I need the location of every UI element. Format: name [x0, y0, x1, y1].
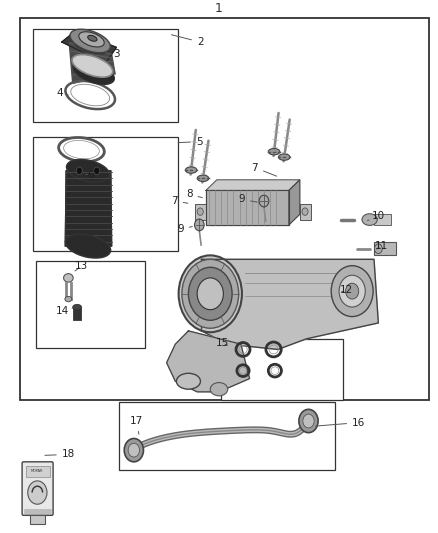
Bar [221, 339, 343, 400]
Circle shape [299, 409, 318, 433]
Polygon shape [201, 260, 378, 350]
Circle shape [197, 208, 203, 215]
Bar [35, 261, 145, 349]
Circle shape [128, 443, 140, 457]
Text: 13: 13 [75, 261, 88, 271]
Ellipse shape [72, 54, 113, 77]
Ellipse shape [197, 278, 223, 310]
Text: 3: 3 [106, 49, 120, 59]
Ellipse shape [210, 383, 228, 396]
Circle shape [303, 414, 314, 428]
Text: 9: 9 [238, 195, 257, 205]
Ellipse shape [73, 304, 81, 310]
Bar [374, 214, 392, 225]
Ellipse shape [73, 61, 114, 85]
Polygon shape [166, 331, 250, 392]
Ellipse shape [185, 167, 197, 173]
Text: 5: 5 [178, 136, 203, 147]
Polygon shape [289, 180, 300, 225]
Bar [20, 18, 428, 400]
Polygon shape [62, 31, 117, 63]
Ellipse shape [64, 273, 73, 282]
Circle shape [194, 219, 204, 231]
Bar [195, 204, 206, 220]
Polygon shape [206, 190, 289, 225]
Circle shape [346, 283, 359, 299]
Ellipse shape [279, 154, 290, 160]
Ellipse shape [374, 244, 382, 254]
Polygon shape [206, 180, 300, 190]
Text: 9: 9 [177, 224, 192, 234]
Ellipse shape [177, 373, 201, 389]
Text: 12: 12 [340, 285, 353, 295]
Circle shape [94, 167, 100, 174]
Bar [73, 307, 81, 320]
Text: 14: 14 [56, 306, 73, 316]
Polygon shape [65, 171, 112, 246]
Bar [119, 402, 335, 470]
Bar [33, 29, 177, 122]
Bar [33, 138, 177, 252]
Circle shape [28, 481, 47, 504]
Text: 1: 1 [215, 2, 223, 15]
Text: 6: 6 [86, 169, 93, 180]
Ellipse shape [70, 30, 110, 54]
Ellipse shape [188, 267, 232, 320]
Text: 7: 7 [171, 196, 188, 206]
Ellipse shape [268, 149, 280, 155]
Text: 18: 18 [45, 449, 75, 459]
Bar [30, 515, 45, 524]
Text: 17: 17 [129, 416, 143, 434]
Text: 2: 2 [172, 35, 204, 47]
Text: 15: 15 [216, 338, 229, 348]
Ellipse shape [65, 234, 111, 258]
Ellipse shape [65, 296, 72, 302]
Polygon shape [23, 463, 52, 514]
Ellipse shape [88, 35, 97, 41]
Circle shape [302, 208, 308, 215]
Ellipse shape [197, 175, 209, 181]
Bar [374, 243, 396, 255]
Text: 10: 10 [367, 211, 385, 221]
Bar [300, 204, 311, 220]
Ellipse shape [179, 255, 242, 332]
Ellipse shape [182, 260, 239, 328]
Circle shape [339, 275, 365, 307]
Text: 8: 8 [186, 189, 202, 199]
Bar [25, 466, 49, 477]
Text: MOPAR: MOPAR [31, 470, 44, 473]
Text: 11: 11 [375, 241, 388, 251]
Ellipse shape [79, 32, 104, 47]
Circle shape [331, 265, 373, 317]
Ellipse shape [70, 29, 110, 53]
Ellipse shape [67, 159, 110, 182]
Text: 7: 7 [251, 163, 277, 176]
Circle shape [76, 167, 82, 174]
Polygon shape [69, 43, 115, 83]
Text: 16: 16 [316, 417, 365, 427]
Ellipse shape [362, 214, 377, 225]
Circle shape [259, 195, 269, 207]
Circle shape [124, 439, 144, 462]
Text: 4: 4 [57, 88, 68, 99]
FancyBboxPatch shape [22, 462, 53, 515]
